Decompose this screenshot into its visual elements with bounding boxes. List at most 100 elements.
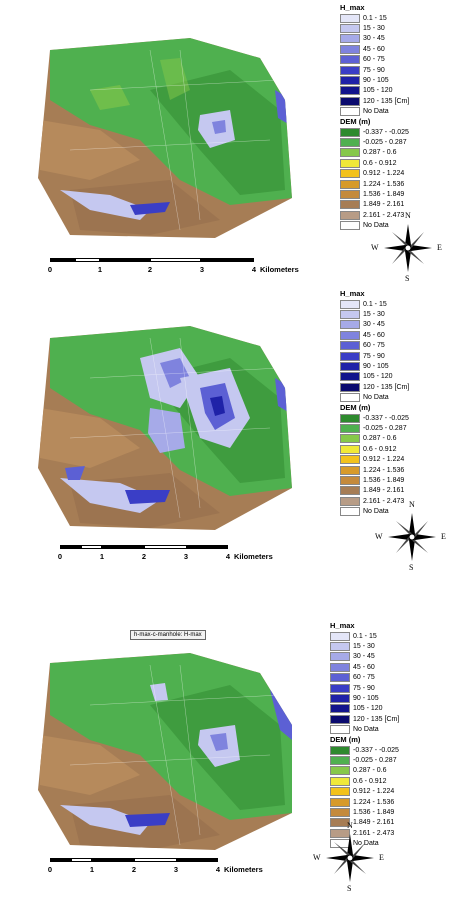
dem-legend-item: -0.025 - 0.287 <box>340 137 409 147</box>
dem-legend-swatch <box>340 496 360 506</box>
compass-s: S <box>347 884 352 893</box>
hmax-legend-label: 120 - 135 [Cm] <box>363 97 410 105</box>
dem-legend-swatch <box>340 200 360 210</box>
hmax-legend-item: 60 - 75 <box>340 341 409 351</box>
hmax-legend-item: 105 - 120 <box>340 372 409 382</box>
hmax-legend-item: No Data <box>340 393 409 403</box>
hmax-legend-label: 75 - 90 <box>353 684 375 692</box>
hmax-legend-swatch <box>340 351 360 361</box>
dem-legend-item: 0.6 - 0.912 <box>340 158 409 168</box>
scale-tick: 4 <box>251 265 257 274</box>
dem-legend-title: DEM (m) <box>340 402 371 412</box>
hmax-legend-title: H_max <box>340 289 365 298</box>
hmax-legend-swatch <box>330 652 350 662</box>
dem-legend-title: DEM (m) <box>340 116 371 126</box>
north-arrow-icon: N S E W <box>375 500 446 572</box>
hmax-legend-label: 0.1 - 15 <box>363 14 387 22</box>
hmax-legend-label: 30 - 45 <box>363 321 385 329</box>
dem-legend-swatch <box>340 127 360 137</box>
scale-tick: 2 <box>147 265 153 274</box>
hmax-legend-label: 30 - 45 <box>363 35 385 43</box>
dem-legend-swatch <box>330 828 350 838</box>
hmax-legend-item: 105 - 120 <box>340 86 409 96</box>
map-legend: H_max 0.1 - 15 15 - 30 30 - 45 45 - 60 60 - … <box>330 622 399 849</box>
hmax-legend-swatch <box>340 34 360 44</box>
dem-legend-item: -0.337 - -0.025 <box>340 413 409 423</box>
hmax-legend-label: 15 - 30 <box>353 643 375 651</box>
hmax-legend-swatch <box>330 725 350 735</box>
hmax-legend-label: 45 - 60 <box>363 45 385 53</box>
dem-legend-swatch <box>340 137 360 147</box>
dem-legend-swatch <box>340 507 360 517</box>
map-legend: H_max 0.1 - 15 15 - 30 30 - 45 45 - 60 60 - … <box>340 4 409 231</box>
hmax-legend-label: 45 - 60 <box>363 331 385 339</box>
scale-unit: Kilometers <box>234 552 273 561</box>
hmax-legend-swatch <box>330 662 350 672</box>
hmax-legend-item: 120 - 135 [Cm] <box>330 714 399 724</box>
scale-unit: Kilometers <box>260 265 299 274</box>
dem-legend-label: 2.161 - 2.473 <box>363 497 405 505</box>
hmax-legend-item: 0.1 - 15 <box>340 13 409 23</box>
hmax-legend-item: 45 - 60 <box>330 662 399 672</box>
dem-legend-item: 0.287 - 0.6 <box>340 434 409 444</box>
hmax-legend-item: 45 - 60 <box>340 330 409 340</box>
dem-legend-item: 2.161 - 2.473 <box>330 828 399 838</box>
map-panel-1: H_max 0.1 - 15 15 - 30 30 - 45 45 - 60 60 - … <box>0 0 474 290</box>
dem-legend-swatch <box>330 766 350 776</box>
dem-legend-label: 1.849 - 2.161 <box>363 201 405 209</box>
hmax-legend-swatch <box>340 86 360 96</box>
dem-legend-swatch <box>340 423 360 433</box>
hmax-legend-label: 0.1 - 15 <box>363 300 387 308</box>
flood-map <box>38 326 292 530</box>
dem-legend-label: 0.6 - 0.912 <box>353 777 387 785</box>
hmax-legend-item: 0.1 - 15 <box>340 299 409 309</box>
compass-n: N <box>405 211 411 220</box>
dem-legend-label: 1.224 - 1.536 <box>363 466 405 474</box>
hmax-legend-swatch <box>330 642 350 652</box>
dem-legend-swatch <box>340 158 360 168</box>
dem-legend-item: 1.849 - 2.161 <box>340 486 409 496</box>
hmax-legend-swatch <box>340 299 360 309</box>
compass-s: S <box>405 274 410 283</box>
hmax-legend-label: 105 - 120 <box>353 705 383 713</box>
map-panel-3: h-max-c-manhole: H-max H_max 0.1 - 15 15 … <box>0 590 474 898</box>
hmax-legend-label: 75 - 90 <box>363 352 385 360</box>
hmax-legend-item: No Data <box>330 725 399 735</box>
dem-legend-item: 1.536 - 1.849 <box>340 475 409 485</box>
dem-legend-item: 1.224 - 1.536 <box>340 465 409 475</box>
hmax-legend-title: H_max <box>340 3 365 12</box>
dem-legend-swatch <box>340 455 360 465</box>
compass-w: W <box>313 853 321 862</box>
compass-n: N <box>409 500 415 509</box>
hmax-legend-label: 30 - 45 <box>353 653 375 661</box>
hmax-legend-item: 0.1 - 15 <box>330 631 399 641</box>
hmax-legend-label: 105 - 120 <box>363 87 393 95</box>
hmax-legend-swatch <box>340 24 360 34</box>
dem-legend-label: 1.536 - 1.849 <box>363 190 405 198</box>
scale-unit: Kilometers <box>224 865 263 874</box>
dem-legend-item: 1.224 - 1.536 <box>340 179 409 189</box>
hmax-legend-swatch <box>340 372 360 382</box>
dem-legend-label: -0.025 - 0.287 <box>363 424 407 432</box>
dem-legend-swatch <box>340 210 360 220</box>
hmax-legend-label: No Data <box>353 726 379 734</box>
scale-tick: 2 <box>131 865 137 874</box>
dem-legend-swatch <box>330 807 350 817</box>
map-layer-label: h-max-c-manhole: H-max <box>130 630 206 640</box>
dem-legend-label: No Data <box>353 840 379 848</box>
dem-legend-item: -0.337 - -0.025 <box>330 745 399 755</box>
dem-legend-label: 1.536 - 1.849 <box>363 476 405 484</box>
hmax-legend-swatch <box>340 330 360 340</box>
dem-legend-item: 1.224 - 1.536 <box>330 797 399 807</box>
hmax-legend-label: 60 - 75 <box>363 56 385 64</box>
hmax-legend-label: 60 - 75 <box>353 674 375 682</box>
dem-legend-item: No Data <box>340 220 409 231</box>
hmax-legend-item: 90 - 105 <box>330 693 399 704</box>
compass-w: W <box>371 243 379 252</box>
scale-tick: 1 <box>89 865 95 874</box>
hmax-legend-label: 90 - 105 <box>353 695 379 703</box>
hmax-legend-swatch <box>340 13 360 23</box>
dem-legend-label: No Data <box>363 508 389 516</box>
hmax-legend-item: 75 - 90 <box>330 683 399 693</box>
hmax-legend-title: H_max <box>330 621 355 630</box>
